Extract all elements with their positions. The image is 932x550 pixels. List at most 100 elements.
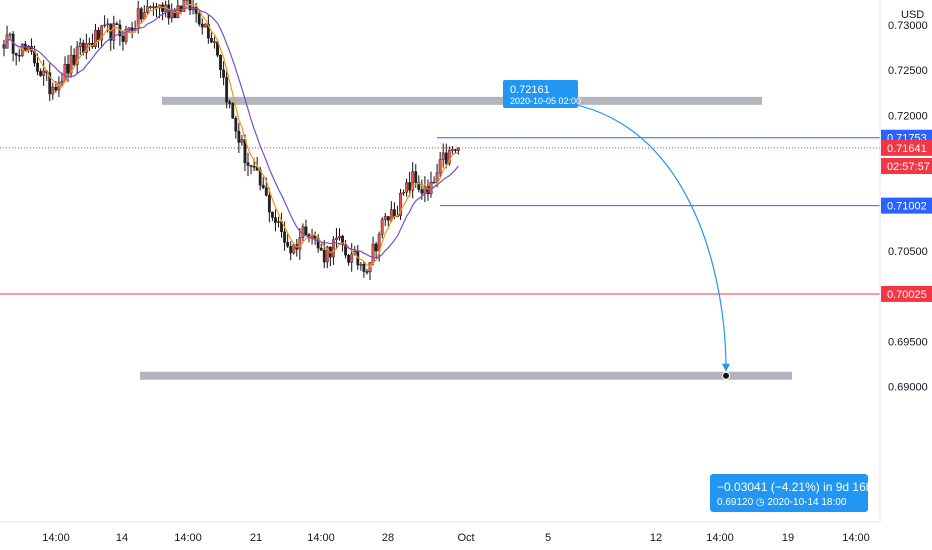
candle: [94, 23, 97, 49]
x-tick-label: 14:00: [174, 532, 202, 544]
x-tick-label: 21: [250, 532, 262, 544]
candle: [277, 216, 280, 228]
projection-arrow[interactable]: [522, 99, 727, 370]
candle: [432, 176, 436, 184]
price-tag: 0.71002: [881, 197, 932, 214]
candle: [429, 171, 433, 198]
x-tick-label: 19: [782, 532, 794, 544]
slow-moving-average[interactable]: [3, 7, 459, 259]
price-tag: 02:57:57: [881, 158, 932, 175]
candle: [84, 33, 88, 60]
candle: [203, 23, 207, 28]
time-axis[interactable]: 14:00 14 14:00 21 14:00 28 Oct 5 12 14:00 19 14:00: [0, 521, 880, 544]
y-tick-label: 0.70500: [888, 246, 928, 258]
candle: [319, 243, 323, 251]
candle: [167, 0, 171, 25]
candle: [399, 188, 402, 220]
candle: [444, 143, 448, 169]
price-tag-label: 02:57:57: [887, 161, 930, 173]
x-tick-label: 14:00: [706, 532, 734, 544]
candle: [274, 209, 277, 232]
candle: [368, 262, 372, 281]
candle: [423, 176, 427, 203]
price-axis[interactable]: USD 0.73000 0.72500 0.72000 0.70500 0.69500 0…: [879, 0, 932, 522]
zone-band[interactable]: [140, 371, 792, 380]
price-tag-label: 0.70025: [887, 289, 927, 301]
candle: [454, 148, 457, 154]
arrow-head: [722, 363, 730, 372]
candle: [48, 63, 52, 102]
candle: [17, 48, 21, 62]
candle: [298, 228, 302, 260]
price-tag: 0.70025: [881, 285, 932, 302]
candle: [380, 216, 384, 239]
candle: [313, 231, 317, 245]
candle: [97, 27, 100, 49]
candle: [350, 243, 354, 272]
candle: [335, 227, 338, 250]
y-tick-label: 0.69000: [888, 382, 928, 394]
candle: [246, 152, 250, 177]
candle: [438, 151, 442, 178]
candle: [292, 242, 296, 255]
candle: [365, 268, 369, 275]
candle: [213, 36, 216, 49]
candle: [371, 236, 375, 266]
candle: [249, 165, 253, 175]
candle: [228, 99, 232, 109]
y-tick-label: 0.72500: [888, 65, 928, 77]
candle: [106, 18, 110, 33]
candle: [301, 223, 305, 242]
y-tick-label: 0.72000: [888, 110, 928, 122]
candle: [39, 68, 43, 77]
candle: [78, 37, 82, 55]
fast-moving-average[interactable]: [3, 3, 459, 268]
candle: [51, 82, 55, 100]
candle: [14, 52, 18, 66]
callout-end[interactable]: −0.03041 (−4.21%) in 9d 16h 0.69120 ◷ 20…: [710, 474, 872, 512]
candle: [383, 212, 387, 227]
candle: [426, 179, 430, 201]
candle: [87, 37, 91, 52]
candle: [219, 54, 222, 78]
candle: [237, 122, 241, 154]
candle: [328, 246, 332, 267]
callout-start[interactable]: 0.72161 2020-10-05 02:00: [503, 80, 581, 108]
candle: [139, 6, 143, 24]
candle: [225, 70, 229, 109]
zone-band[interactable]: [162, 96, 762, 105]
candle: [441, 143, 445, 168]
y-tick-label: 0.69500: [888, 336, 928, 348]
candle: [222, 61, 225, 86]
candle: [209, 32, 213, 44]
x-tick-label: 14:00: [307, 532, 335, 544]
candle: [11, 31, 15, 62]
candle: [185, 0, 189, 5]
candle: [27, 44, 30, 53]
candle: [271, 211, 274, 222]
candle: [240, 134, 244, 146]
callout-end-details: 0.69120 ◷ 2020-10-14 18:00: [717, 497, 847, 508]
candle: [161, 2, 164, 21]
callout-start-date: 2020-10-05 02:00: [510, 96, 581, 106]
price-tag: 0.71641: [881, 139, 932, 156]
currency-label: USD: [901, 9, 924, 21]
candle: [60, 72, 64, 86]
candle: [338, 228, 341, 241]
candle: [103, 15, 107, 28]
candle: [280, 212, 283, 238]
candle: [267, 187, 271, 223]
candle: [200, 18, 204, 35]
candle: [206, 14, 210, 44]
candle: [118, 19, 122, 46]
candle: [30, 38, 33, 55]
candle: [402, 189, 405, 196]
candle: [164, 0, 168, 18]
end-point[interactable]: [722, 371, 730, 380]
candle: [152, 2, 155, 16]
candle: [386, 216, 390, 227]
candle: [8, 32, 12, 39]
candle: [109, 23, 113, 51]
x-tick-label: 14:00: [42, 532, 70, 544]
